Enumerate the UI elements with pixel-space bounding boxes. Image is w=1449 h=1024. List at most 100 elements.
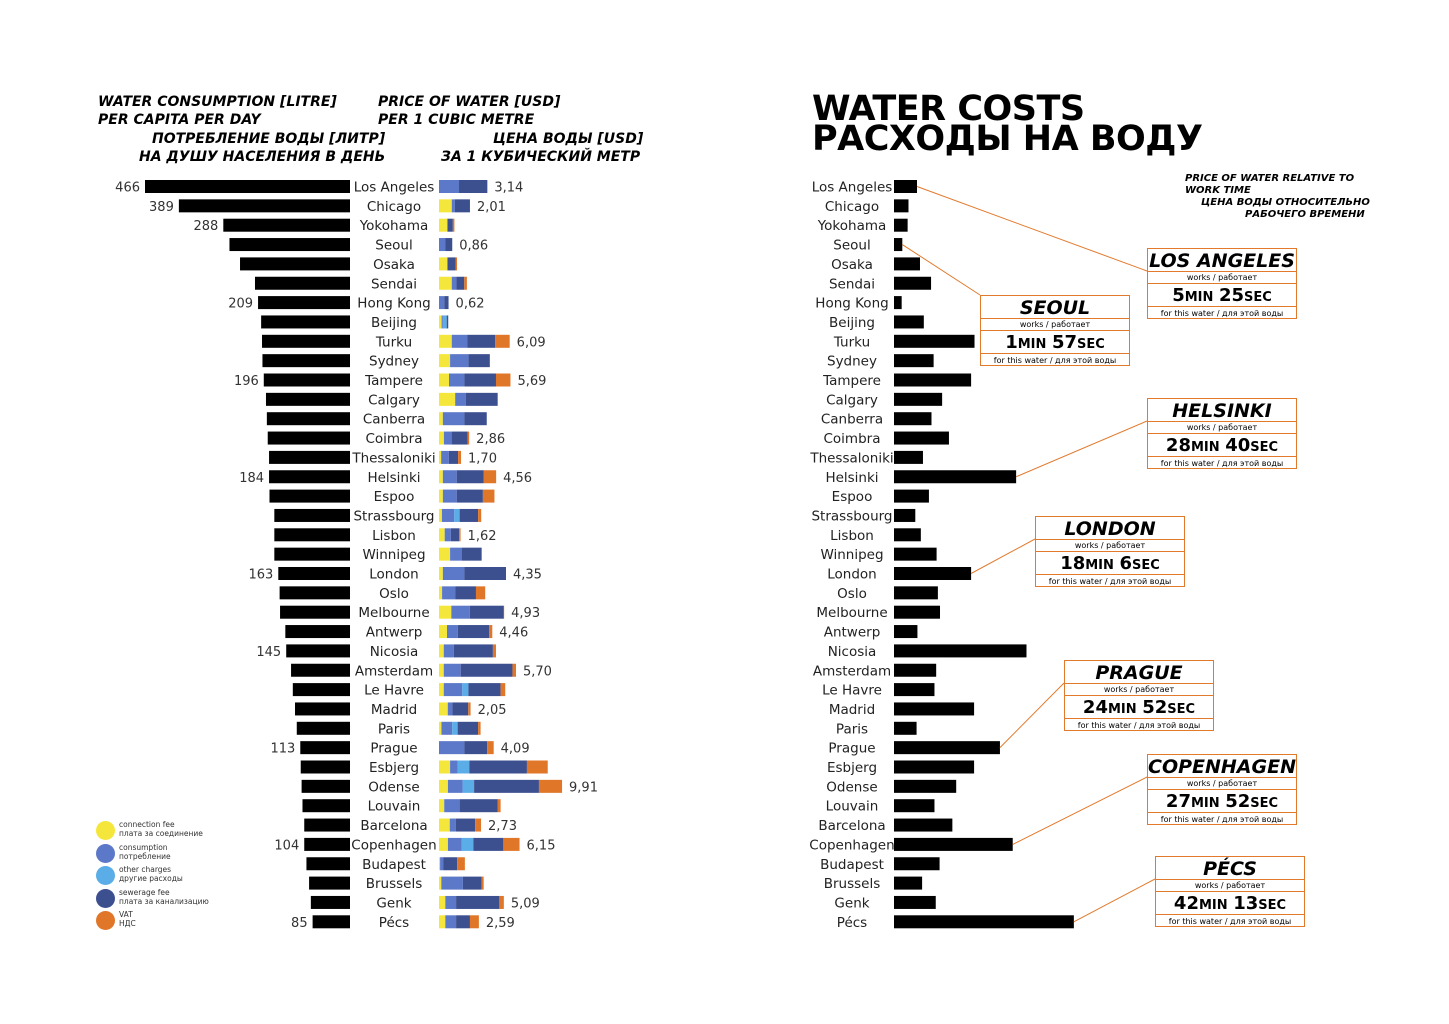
consumption-bar-yokohama — [223, 218, 350, 232]
callout-for: for this water / для этой воды — [1065, 718, 1213, 732]
price-segment-connection-fee-paris — [439, 721, 442, 735]
price-segment-sewerage-fee-calgary — [465, 392, 498, 406]
price-segment-connection-fee-barcelona — [439, 818, 450, 832]
worktime-bar-yokohama — [894, 218, 908, 232]
callout-works: works / работает — [981, 318, 1129, 331]
price-segment-sewerage-fee-pecs — [456, 915, 470, 929]
price-value-thessaloniki: 1,70 — [468, 451, 497, 466]
price-value-odense: 9,91 — [569, 780, 598, 795]
consumption-title-ru-2: НА ДУШУ НАСЕЛЕНИЯ В ДЕНЬ — [139, 149, 386, 165]
price-segment-consumption-canberra — [442, 412, 465, 426]
city-label-espoo: Espoo — [374, 489, 415, 505]
city-label-yokohama: Yokohama — [359, 218, 429, 234]
city-label-calgary: Calgary — [368, 392, 420, 408]
price-segment-connection-fee-budapest — [439, 857, 441, 871]
price-segment-consumption-seoul — [439, 238, 446, 252]
worktime-city-label-brussels: Brussels — [824, 876, 881, 892]
price-segment-sewerage-fee-thessaloniki — [448, 450, 459, 464]
callout-city: COPENHAGEN — [1148, 756, 1296, 778]
city-label-pecs: Pécs — [379, 915, 409, 931]
price-title-en-2: PER 1 CUBIC METRE — [378, 112, 535, 128]
worktime-city-label-melbourne: Melbourne — [816, 605, 887, 621]
price-segment-sewerage-fee-london — [464, 567, 506, 580]
price-segment-consumption-beijing — [441, 315, 443, 329]
callout-time: 27MIN 52SEC — [1148, 789, 1296, 813]
city-label-london: London — [369, 567, 419, 583]
city-label-canberra: Canberra — [363, 412, 425, 428]
price-segment-sewerage-fee-le-havre — [468, 683, 501, 697]
callout-london: LONDON works / работает 18MIN 6SEC for t… — [1035, 516, 1185, 587]
price-segment-sewerage-fee-hong-kong — [444, 296, 449, 310]
worktime-bar-calgary — [894, 392, 943, 406]
price-value-barcelona: 2,73 — [488, 819, 517, 834]
price-segment-consumption-paris — [441, 721, 453, 735]
worktime-bar-melbourne — [894, 605, 941, 619]
consumption-bar-barcelona — [304, 818, 350, 832]
worktime-bar-helsinki — [894, 470, 1017, 484]
worktime-city-label-hong-kong: Hong Kong — [815, 296, 888, 312]
consumption-bar-calgary — [265, 392, 350, 406]
legend-swatch-sewerage — [96, 888, 115, 908]
price-segment-vat-louvain — [497, 799, 501, 813]
price-segment-consumption-esbjerg — [450, 760, 458, 774]
consumption-value-tampere: 196 — [234, 374, 259, 389]
price-segment-consumption-london — [442, 567, 465, 580]
city-label-odense: Odense — [368, 779, 419, 795]
callout-for: for this water / для этой воды — [1148, 306, 1296, 320]
price-segment-sewerage-fee-beijing — [446, 315, 449, 329]
worktime-city-label-espoo: Espoo — [832, 489, 873, 505]
price-legend: connection fee плата за соединение consum… — [96, 818, 216, 931]
price-value-melbourne: 4,93 — [511, 606, 540, 621]
legend-item-consumption: consumption потребление — [96, 841, 216, 864]
price-segment-sewerage-fee-helsinki — [456, 470, 484, 484]
city-label-turku: Turku — [375, 334, 412, 350]
price-segment-sewerage-fee-paris — [457, 721, 479, 735]
price-segment-connection-fee-canberra — [439, 412, 443, 426]
city-label-nicosia: Nicosia — [370, 644, 419, 660]
legend-swatch-connection — [96, 821, 115, 840]
city-label-barcelona: Barcelona — [360, 818, 427, 834]
price-segment-other-charges-strassbourg — [454, 508, 460, 522]
price-value-seoul: 0,86 — [459, 239, 488, 254]
consumption-bar-espoo — [269, 489, 350, 503]
callout-city: SEOUL — [1019, 297, 1091, 319]
worktime-bar-beijing — [894, 315, 924, 329]
price-segment-consumption-melbourne — [451, 605, 470, 619]
price-segment-sewerage-fee-winnipeg — [461, 547, 482, 561]
legend-label-consumption: consumption потребление — [119, 842, 171, 861]
callout-leader-copenhagen — [1012, 776, 1148, 845]
price-segment-vat-helsinki — [483, 470, 497, 484]
city-label-tampere: Tampere — [364, 373, 423, 389]
callout-for: for this water / для этой воды — [1156, 914, 1304, 928]
price-segment-vat-paris — [478, 721, 481, 735]
consumption-bar-coimbra — [267, 431, 350, 445]
price-segment-sewerage-fee-los-angeles — [459, 180, 488, 193]
city-label-copenhagen: Copenhagen — [351, 837, 436, 853]
price-segment-consumption-le-havre — [443, 683, 463, 697]
worktime-city-label-los-angeles: Los Angeles — [812, 180, 893, 196]
price-value-london: 4,35 — [513, 568, 542, 583]
price-segment-connection-fee-louvain — [439, 799, 445, 813]
consumption-title-ru-1: ПОТРЕБЛЕНИЕ ВОДЫ [ЛИТР] — [152, 131, 386, 147]
consumption-value-chicago: 389 — [149, 200, 174, 215]
worktime-bar-antwerp — [894, 625, 918, 639]
price-segment-connection-fee-melbourne — [439, 605, 452, 619]
worktime-bar-turku — [894, 334, 975, 348]
price-segment-consumption-madrid — [447, 702, 453, 716]
legend-label-other: other charges другие расходы — [119, 865, 183, 883]
price-segment-sewerage-fee-espoo — [456, 489, 483, 503]
worktime-city-label-esbjerg: Esbjerg — [827, 760, 877, 776]
callout-copenhagen: COPENHAGEN works / работает 27MIN 52SEC … — [1147, 754, 1297, 825]
price-segment-consumption-copenhagen — [447, 837, 462, 851]
price-segment-vat-espoo — [482, 489, 495, 503]
consumption-bar-turku — [262, 334, 350, 348]
worktime-city-label-beijing: Beijing — [829, 315, 875, 331]
price-segment-sewerage-fee-nicosia — [453, 644, 493, 658]
price-value-coimbra: 2,86 — [476, 432, 505, 447]
price-segment-connection-fee-le-havre — [439, 683, 444, 697]
price-segment-sewerage-fee-tampere — [464, 373, 496, 387]
consumption-bar-beijing — [261, 315, 350, 329]
callout-time: 5MIN 25SEC — [1148, 283, 1296, 307]
city-label-oslo: Oslo — [379, 586, 409, 602]
worktime-city-label-sendai: Sendai — [829, 276, 875, 292]
